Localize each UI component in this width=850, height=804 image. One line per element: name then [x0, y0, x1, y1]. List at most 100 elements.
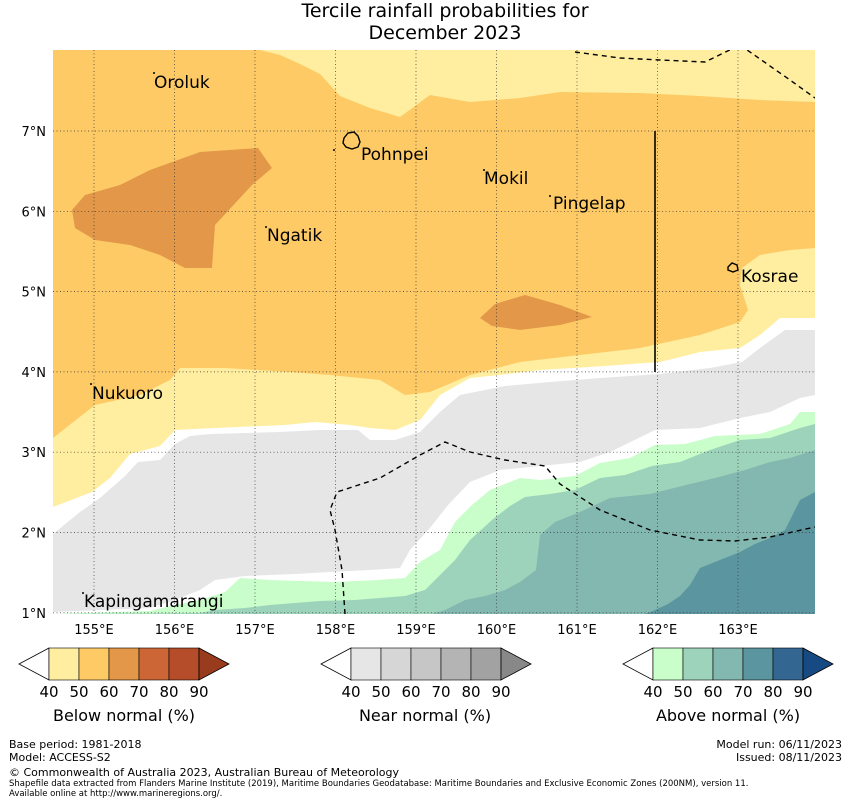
kapingamarangi-marker: [82, 592, 84, 594]
colorbar-0-segment-3: [138, 647, 170, 681]
colorbar-2-segment-2: [712, 647, 744, 681]
lon-tick-label: 158°E: [316, 623, 356, 638]
colorbar-label-below: Below normal (%): [52, 706, 196, 725]
colorbar-1-tick-label: 40: [341, 683, 360, 701]
place-label-mokil: Mokil: [484, 169, 528, 189]
colorbar-1-segment-3: [440, 647, 472, 681]
colorbar-1-tick-label: 60: [401, 683, 420, 701]
lon-tick-label: 157°E: [235, 623, 275, 638]
nukuoro-marker: [90, 383, 92, 385]
colorbar-2-tick-label: 90: [793, 683, 812, 701]
place-label-kapingamarangi: Kapingamarangi: [84, 592, 223, 612]
colorbar-1-under-triangle: [320, 647, 352, 681]
ant-atoll-marker: [333, 149, 335, 151]
place-label-nukuoro: Nukuoro: [92, 384, 163, 404]
lon-tick-label: 156°E: [155, 623, 195, 638]
colorbar-label-above: Above normal (%): [655, 706, 801, 725]
field-below-40-top: [53, 50, 815, 117]
longitude-tick-labels: 155°E 156°E 157°E 158°E 159°E 160°E 161°E 162°E…: [74, 623, 758, 638]
colorbar-0-under-triangle: [18, 647, 50, 681]
colorbar-1-tick-label: 50: [371, 683, 390, 701]
colorbar-2-under-triangle: [622, 647, 654, 681]
colorbar-0-segment-1: [78, 647, 110, 681]
lat-tick-label: 1°N: [22, 607, 47, 622]
colorbar-1-segment-4: [470, 647, 502, 681]
colorbar-0-tick-label: 40: [39, 683, 58, 701]
colorbar-2-tick-label: 70: [733, 683, 752, 701]
mokil-marker: [483, 169, 485, 171]
colorbar-1-over-triangle: [500, 647, 532, 681]
place-labels: Oroluk Pohnpei Mokil Pingelap Ngatik Kos…: [84, 73, 798, 612]
footer-available-online: Available online at http://www.marinereg…: [9, 789, 223, 799]
colorbar-1-segment-0: [350, 647, 382, 681]
footer-shapefile-credit: Shapefile data extracted from Flanders M…: [9, 779, 749, 789]
colorbar-2-tick-label: 50: [673, 683, 692, 701]
colorbar-0-segment-2: [108, 647, 140, 681]
footer-copyright: © Commonwealth of Australia 2023, Austra…: [9, 766, 399, 779]
colorbar-0-tick-label: 50: [69, 683, 88, 701]
colorbar-0-tick-label: 60: [99, 683, 118, 701]
colorbar-label-near: Near normal (%): [358, 706, 492, 725]
colorbar-0-segment-4: [168, 647, 200, 681]
colorbar-1-tick-label: 90: [491, 683, 510, 701]
eez-boundary-northeast: [745, 50, 815, 99]
colorbar-0-tick-label: 70: [129, 683, 148, 701]
field-above-70: [645, 492, 815, 614]
ngatik-marker: [265, 226, 267, 228]
colorbar-2-segment-1: [682, 647, 714, 681]
colorbar-1-tick-label: 70: [431, 683, 450, 701]
eez-boundaries: [329, 50, 815, 614]
oroluk-marker: [153, 72, 155, 74]
colorbar-1-tick-label: 80: [461, 683, 480, 701]
lat-tick-label: 3°N: [22, 446, 47, 461]
place-label-ngatik: Ngatik: [267, 226, 322, 246]
lon-tick-label: 162°E: [638, 623, 678, 638]
footer-model: Model: ACCESS-S2: [9, 751, 111, 764]
footer-base-period: Base period: 1981-2018: [9, 738, 142, 751]
field-below-60-west: [72, 148, 272, 268]
lon-tick-label: 161°E: [557, 623, 597, 638]
place-label-oroluk: Oroluk: [154, 73, 210, 93]
colorbars: 40 50 60 70 80 90 40 50 60 70 80 90 40 50 60 70 80 90: [18, 647, 834, 701]
latitude-tick-labels: 7°N 6°N 5°N 4°N 3°N 2°N 1°N: [22, 125, 47, 622]
colorbar-2-segment-4: [772, 647, 804, 681]
colorbar-2-segment-3: [742, 647, 774, 681]
lat-tick-label: 7°N: [22, 125, 47, 140]
pingelap-marker: [549, 195, 551, 197]
colorbar-0-segment-0: [48, 647, 80, 681]
colorbar-2-tick-label: 40: [643, 683, 662, 701]
lat-tick-label: 4°N: [22, 366, 47, 381]
place-label-pohnpei: Pohnpei: [361, 145, 429, 165]
gridlines: [53, 50, 815, 614]
lon-tick-label: 160°E: [477, 623, 517, 638]
colorbar-2-tick-label: 60: [703, 683, 722, 701]
lat-tick-label: 6°N: [22, 205, 47, 220]
colorbar-2-segment-0: [652, 647, 684, 681]
lon-tick-label: 163°E: [718, 623, 758, 638]
colorbar-0-tick-label: 80: [159, 683, 178, 701]
footer-issued: Issued: 08/11/2023: [735, 751, 842, 764]
map-title-line1: Tercile rainfall probabilities for: [301, 0, 589, 22]
field-below-60-east: [480, 295, 592, 330]
map-title-line2: December 2023: [368, 22, 522, 44]
colorbar-1-segment-1: [380, 647, 412, 681]
colorbar-0-over-triangle: [198, 647, 230, 681]
colorbar-2-tick-label: 80: [763, 683, 782, 701]
place-label-kosrae: Kosrae: [741, 267, 798, 287]
kosrae-island: [727, 262, 739, 273]
pohnpei-island: [342, 131, 361, 150]
colorbar-2-over-triangle: [802, 647, 834, 681]
footer-model-run: Model run: 06/11/2023: [716, 738, 842, 751]
eez-boundary-south: [329, 441, 815, 614]
colorbar-1-segment-2: [410, 647, 442, 681]
probability-fields: [53, 50, 815, 614]
lat-tick-label: 2°N: [22, 527, 47, 542]
eez-boundary-north: [574, 50, 732, 63]
island-outlines: [342, 131, 739, 273]
colorbar-0-tick-label: 90: [189, 683, 208, 701]
island-markers: [82, 72, 551, 594]
place-label-pingelap: Pingelap: [553, 194, 626, 214]
lon-tick-label: 159°E: [396, 623, 436, 638]
lat-tick-label: 5°N: [22, 286, 47, 301]
